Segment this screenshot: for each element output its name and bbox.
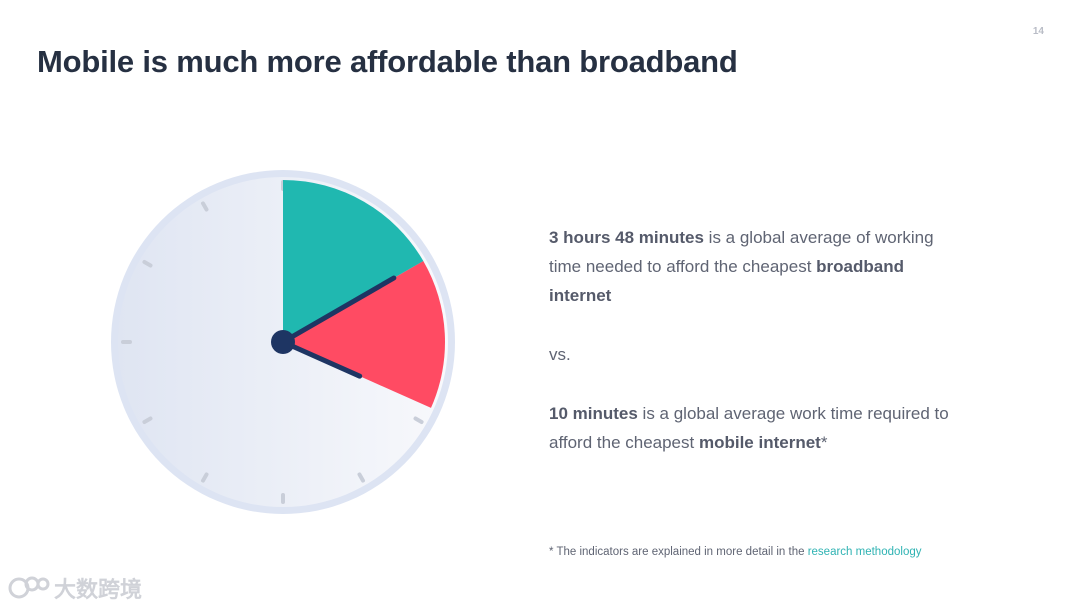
- watermark: 大数跨境: [8, 572, 142, 604]
- broadband-sector: [283, 261, 445, 408]
- vs-text: vs.: [549, 345, 571, 364]
- mobile-label: mobile internet: [698, 433, 821, 452]
- mobile-time: 10 minutes: [549, 404, 638, 423]
- page-number: 14: [1032, 26, 1044, 37]
- clock-tick: [413, 416, 424, 424]
- broadband-time: 3 hours 48 minutes: [549, 228, 704, 247]
- mobile-paragraph: 10 minutes is a global average work time…: [549, 399, 969, 457]
- clock-tick: [201, 201, 209, 212]
- broadband-label: broadband internet: [549, 257, 904, 305]
- clock-center: [271, 330, 295, 354]
- research-methodology-link[interactable]: research methodology: [807, 546, 922, 558]
- clock-tick: [357, 472, 365, 483]
- logo-icon: [8, 576, 50, 599]
- footnote: * The indicators are explained in more d…: [549, 546, 922, 558]
- watermark-text: 大数跨境: [54, 577, 143, 602]
- minute-hand: [280, 275, 397, 345]
- mobile-desc: is a global average work time required t…: [549, 404, 949, 452]
- hour-hand: [280, 339, 363, 379]
- mobile-sector: [283, 180, 424, 342]
- slide-title: Mobile is much more affordable than broa…: [37, 44, 738, 79]
- clock-tick: [201, 472, 209, 483]
- clock-tick: [142, 260, 153, 268]
- broadband-paragraph: 3 hours 48 minutes is a global average o…: [549, 223, 969, 310]
- clock-tick: [142, 416, 153, 424]
- broadband-desc: is a global average of working time need…: [549, 228, 934, 276]
- footnote-text: * The indicators are explained in more d…: [549, 546, 808, 558]
- explanation-text: 3 hours 48 minutes is a global average o…: [549, 223, 969, 457]
- mobile-asterisk: *: [820, 433, 828, 452]
- clock-illustration: [111, 170, 455, 514]
